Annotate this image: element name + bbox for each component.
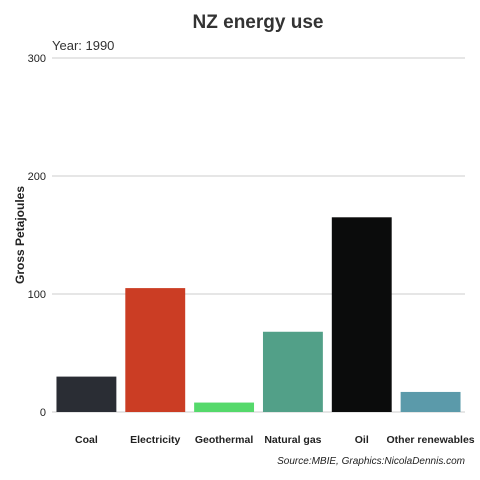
y-tick-label: 100 [28,289,46,301]
bar-other-renewables [400,391,461,412]
x-tick-label: Coal [75,434,98,446]
x-tick-label: Other renewables [387,434,475,446]
bars [56,217,461,412]
bar-coal [56,376,117,412]
bar-geothermal [194,402,255,412]
bar-oil [331,217,392,412]
x-tick-label: Geothermal [195,434,253,446]
bar-natural-gas [262,331,323,412]
y-tick-label: 200 [28,171,46,183]
x-axis-ticks: Coal Electricity Geothermal Natural gas Oil O… [75,434,475,446]
y-axis-ticks: 0 100 200 300 [28,53,46,419]
chart-caption: Source:MBIE, Graphics:NicolaDennis.com [277,456,465,467]
bar-electricity [125,288,186,412]
gridlines [52,57,465,413]
x-tick-label: Electricity [130,434,180,446]
y-tick-label: 0 [40,407,46,419]
y-axis-label: Gross Petajoules [13,186,27,284]
chart-subtitle: Year: 1990 [52,38,114,53]
y-tick-label: 300 [28,53,46,65]
x-tick-label: Natural gas [264,434,321,446]
chart-title: NZ energy use [193,12,324,33]
x-tick-label: Oil [355,434,369,446]
